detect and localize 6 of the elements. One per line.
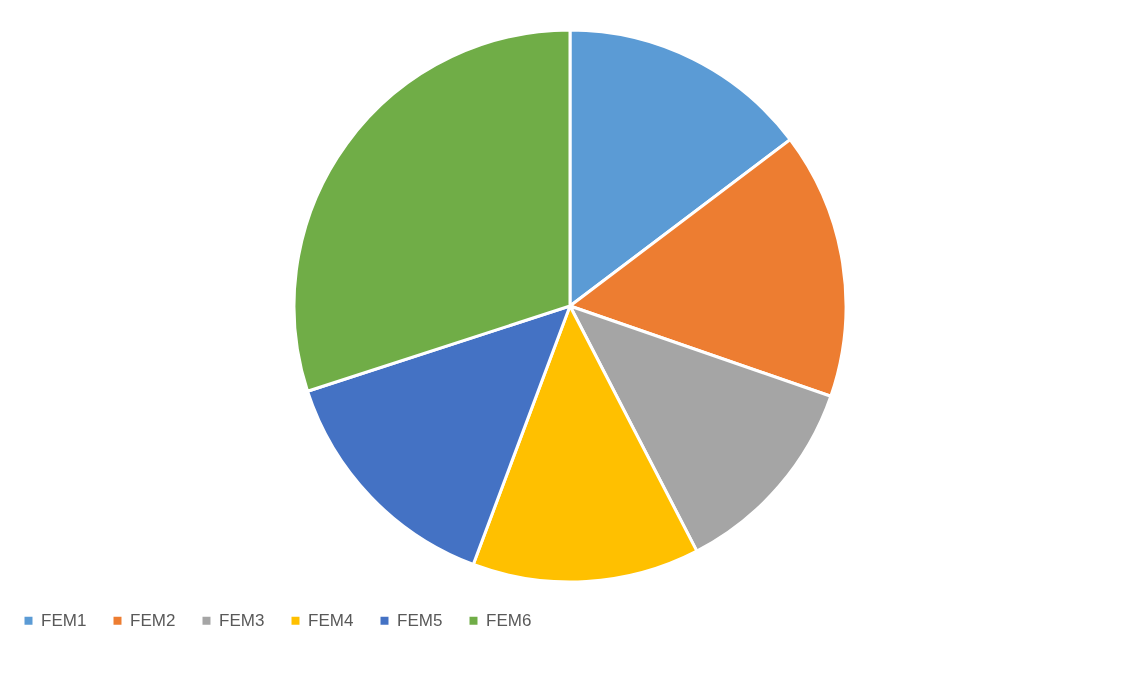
- legend-label: FEM6: [486, 610, 532, 630]
- legend-label: FEM4: [308, 610, 354, 630]
- legend-label: FEM5: [397, 610, 443, 630]
- legend-label: FEM2: [130, 610, 176, 630]
- legend-label: FEM3: [219, 610, 265, 630]
- legend-label: FEM1: [41, 610, 87, 630]
